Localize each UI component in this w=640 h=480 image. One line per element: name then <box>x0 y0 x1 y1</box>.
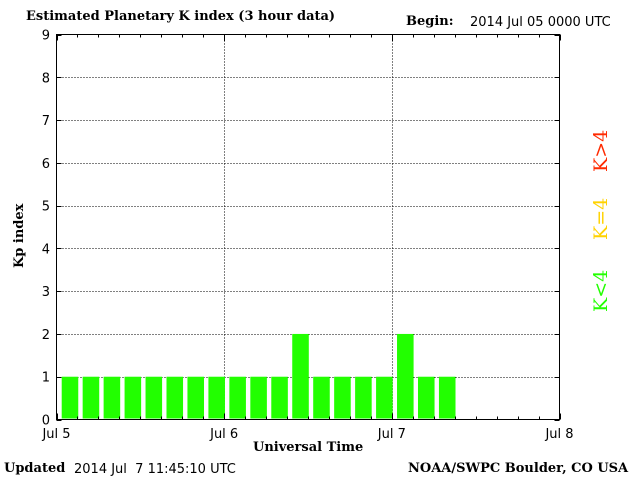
kp-bar <box>124 376 142 419</box>
kp-bar <box>397 333 414 419</box>
y-tick-label: 6 <box>42 157 50 172</box>
kp-bar <box>208 376 225 419</box>
x-axis-ticks: Jul 5 Jul 6 Jul 7 Jul 8 <box>41 34 574 442</box>
y-tick-label: 9 <box>42 29 50 44</box>
legend-k-greater-4: K>4 <box>590 129 612 172</box>
kp-bar <box>103 376 121 419</box>
credit-text: NOAA/SWPC Boulder, CO USA <box>408 461 629 476</box>
kp-bar <box>355 376 372 419</box>
kp-bar <box>229 376 246 419</box>
updated-label: Updated <box>4 461 66 476</box>
kp-bar <box>61 376 79 419</box>
kp-bar <box>334 376 351 419</box>
x-tick-label: Jul 5 <box>41 427 70 442</box>
kp-bar <box>166 376 184 419</box>
y-tick-label: 2 <box>42 328 50 343</box>
kp-bar <box>417 376 435 419</box>
plot-frame <box>56 34 560 420</box>
legend-k-less-4: K<4 <box>590 269 612 312</box>
kp-bar <box>376 376 393 419</box>
legend-k-equal-4: K=4 <box>590 197 612 240</box>
kp-bar <box>187 376 205 419</box>
begin-label: Begin: <box>406 14 454 29</box>
y-tick-label: 0 <box>42 414 50 429</box>
kp-bar <box>145 376 163 419</box>
x-tick-label: Jul 8 <box>544 427 573 442</box>
y-tick-label: 3 <box>42 285 50 300</box>
kp-bars <box>61 333 456 419</box>
y-axis-ticks: 0 1 2 3 4 5 6 7 8 9 <box>42 29 560 429</box>
x-tick-label: Jul 6 <box>209 427 238 442</box>
x-tick-label: Jul 7 <box>377 427 406 442</box>
kp-bar <box>313 376 330 419</box>
y-tick-label: 5 <box>42 200 50 215</box>
y-axis-label: Kp index <box>12 203 27 268</box>
updated-timestamp: 2014 Jul 7 11:45:10 UTC <box>74 462 236 477</box>
x-axis-label: Universal Time <box>253 440 364 455</box>
kp-bar <box>271 376 288 419</box>
chart-title: Estimated Planetary K index (3 hour data… <box>26 9 336 24</box>
kp-bar <box>250 376 267 419</box>
grid-lines <box>56 34 560 420</box>
kp-bar <box>292 333 309 419</box>
kp-bar <box>438 376 456 419</box>
begin-value: 2014 Jul 05 0000 UTC <box>470 15 611 30</box>
y-tick-label: 1 <box>42 371 50 386</box>
y-tick-label: 4 <box>42 242 50 257</box>
kp-bar <box>82 376 100 419</box>
y-tick-label: 7 <box>42 114 50 129</box>
y-tick-label: 8 <box>42 71 50 86</box>
